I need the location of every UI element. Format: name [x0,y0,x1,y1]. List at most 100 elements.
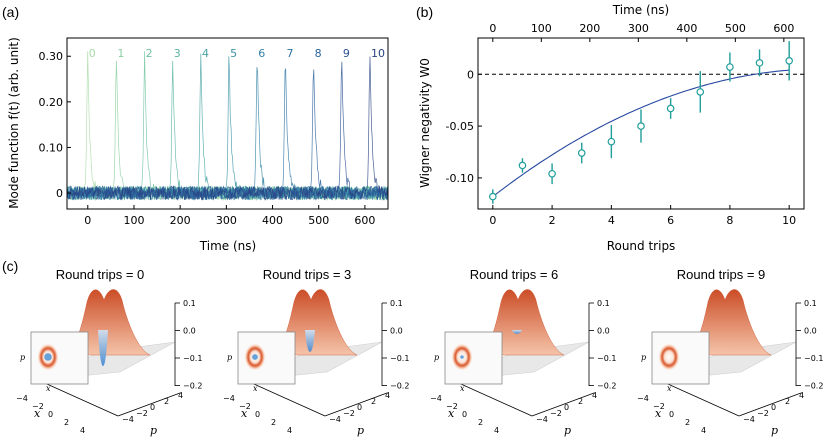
x-tick-label: 0 [462,410,467,419]
p-axis-edge [531,392,595,417]
x-axis-title: x [241,407,248,420]
inset-negative-center [460,355,464,359]
plot-frame-a [66,37,389,210]
z-tick-label: −0.2 [597,382,616,391]
surface-negative-dip [512,330,522,334]
p-tick-label: 2 [371,397,376,406]
p-axis-title: p [564,424,571,437]
surface-plot-1: Round trips = 30.10.0−0.1−0.2−4−4−2−2002… [223,267,409,437]
p-tick-label: 0 [150,403,155,412]
x-axis-edge [244,379,326,417]
trace-label-4: 4 [202,47,209,60]
x-tick-label: −2 [239,402,251,411]
p-tick-label: 2 [785,397,790,406]
data-point [637,122,645,130]
x-tick-label: 2 [478,418,483,427]
data-point [696,88,705,96]
p-tick-label: −4 [122,415,134,424]
inset-negative-center [252,354,258,360]
x-tick-label: 0 [669,410,674,419]
p-tick-label: −4 [743,415,755,424]
top-x-tick-label-b: 0 [489,22,496,35]
trace-label-3: 3 [174,47,181,60]
p-tick-label: 4 [178,391,183,400]
inset-p-label: p [434,353,439,362]
y-tick-label-a: 0.10 [39,141,64,154]
data-point [607,137,616,146]
y-tick-label-a: 0.30 [39,50,64,63]
x-tick-label: 2 [685,418,690,427]
inset-x-label: x [667,384,672,393]
trace-label-2: 2 [146,47,153,60]
z-tick-label: 0.1 [597,299,610,308]
x-tick-label-b: 10 [782,214,796,227]
z-tick-label: −0.1 [183,354,202,363]
panel-label-b: (b) [416,4,433,20]
y-axis-label-b: Wigner negativity W0 [418,58,432,188]
inset-x-label: x [460,384,465,393]
p-tick-label: −2 [343,409,355,418]
p-tick-label: 2 [164,397,169,406]
p-tick-label: 4 [592,391,597,400]
surface-title: Round trips = 6 [470,267,559,282]
x-axis-title: x [655,407,662,420]
top-x-tick-label-b: 400 [676,22,697,35]
top-x-tick-label-b: 300 [628,22,649,35]
p-tick-label: 4 [385,391,390,400]
z-tick-label: 0.0 [183,327,196,336]
top-x-tick-label-b: 200 [579,22,600,35]
x-tick-label: 4 [494,426,499,435]
data-point [726,63,734,71]
p-tick-label: −2 [550,409,562,418]
x-tick-label: −4 [16,394,28,403]
y-axis-ticks-a: 0 0.10 0.20 0.30 [39,50,71,200]
trace-label-10: 10 [371,47,385,60]
z-tick-label: −0.2 [390,382,409,391]
panel-label-c: (c) [2,258,18,274]
x-axis-edge [658,379,740,417]
x-axis-label-b: Round trips [607,239,676,253]
p-axis-edge [738,392,802,417]
x-axis-edge [451,379,533,417]
panel-c-wigner-surfaces: Round trips = 00.10.0−0.1−0.2−4−4−2−2002… [16,267,823,437]
x-axis-ticks-a: 0 100 200 300 400 500 600 [84,205,375,227]
p-axis-title: p [771,424,778,437]
x-tick-label: −2 [653,402,665,411]
x-axis-title: x [34,407,41,420]
y-tick-label-b: 0 [467,68,474,81]
inset-negative-center [44,353,52,361]
trace-9 [67,61,388,201]
top-x-tick-label-b: 100 [531,22,552,35]
p-tick-label: −2 [757,409,769,418]
x-axis-edge [37,379,119,417]
p-tick-label: 0 [771,403,776,412]
z-tick-label: 0.0 [804,327,817,336]
trace-label-7: 7 [286,47,293,60]
z-tick-label: 0.1 [183,299,196,308]
panel-b-wigner-negativity: Time (ns) 0 2 4 6 8 10 0 100 200 300 400 500 600 -0… [418,3,805,253]
data-point [548,169,556,178]
trace-label-6: 6 [258,47,265,60]
p-axis-edge [324,392,388,417]
z-tick-label: −0.1 [804,354,823,363]
x-axis-title: x [448,407,455,420]
x-tick-label-a: 100 [123,214,144,227]
x-tick-label: −4 [637,394,649,403]
trace-label-8: 8 [315,47,322,60]
p-tick-label: 4 [799,391,804,400]
p-tick-label: −2 [136,409,148,418]
x-tick-label-a: 300 [216,214,237,227]
mode-function-traces [67,51,388,202]
x-tick-label: 2 [271,418,276,427]
x-tick-label: −2 [32,402,44,411]
y-axis-label-a: Mode function f(t) (arb. unit) [7,37,21,209]
panel-label-a: (a) [2,4,19,20]
z-tick-label: −0.2 [183,382,202,391]
x-tick-label: 0 [48,410,53,419]
p-tick-label: −4 [536,415,548,424]
trace-label-0: 0 [89,47,96,60]
z-tick-label: −0.1 [390,354,409,363]
x-tick-label: −2 [446,402,458,411]
x-tick-label: −4 [223,394,235,403]
